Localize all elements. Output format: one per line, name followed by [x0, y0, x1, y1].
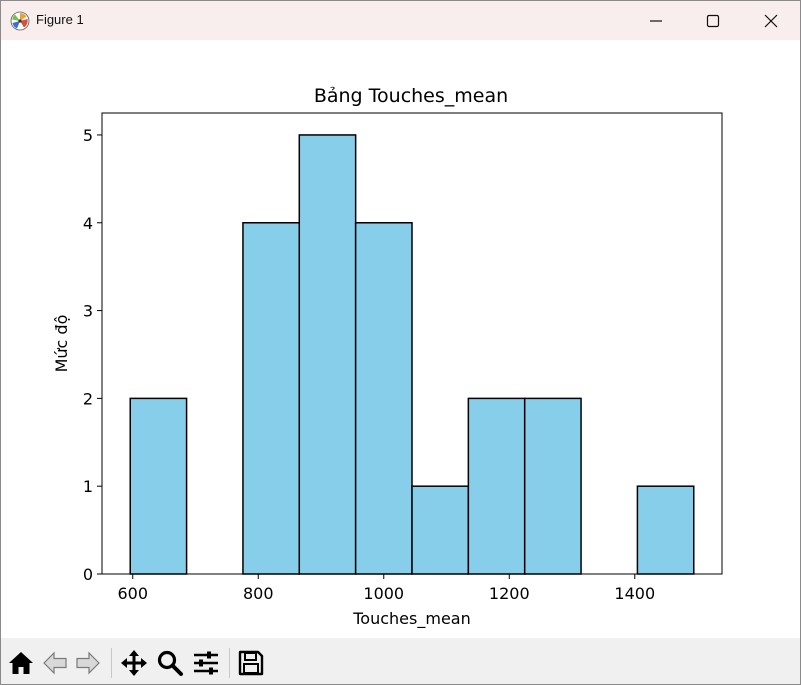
x-tick-label: 1400	[614, 584, 655, 603]
axes-frame	[101, 112, 723, 575]
y-axis-label: Mức độ	[52, 315, 71, 373]
bars-group	[129, 134, 695, 575]
minimize-icon	[650, 20, 662, 22]
y-tick-label: 4	[83, 214, 93, 233]
histogram-bar	[523, 397, 582, 575]
navigation-toolbar	[1, 638, 800, 684]
x-ticks: 600 800 1000 1200 1400	[117, 574, 655, 603]
toolbar-separator	[229, 648, 230, 678]
forward-button[interactable]	[74, 649, 102, 677]
forward-icon	[76, 651, 100, 675]
histogram-bar	[636, 485, 695, 575]
x-tick-label: 1000	[363, 584, 404, 603]
save-button[interactable]	[237, 649, 265, 677]
back-icon	[43, 651, 67, 675]
configure-subplots-button[interactable]	[192, 649, 220, 677]
pan-icon	[121, 650, 147, 676]
x-tick-label: 800	[243, 584, 274, 603]
figure-canvas[interactable]: Bảng Touches_mean 600 800 1000 1200 1400 0 1 2…	[1, 40, 800, 638]
histogram-bar	[242, 222, 301, 575]
toolbar-separator	[111, 648, 112, 678]
histogram-bar	[354, 222, 413, 575]
window-title: Figure 1	[36, 12, 84, 27]
y-tick-label: 0	[83, 565, 93, 584]
maximize-icon	[706, 14, 720, 28]
back-button[interactable]	[41, 649, 69, 677]
matplotlib-logo-icon	[10, 11, 30, 31]
chart-title: Bảng Touches_mean	[314, 85, 508, 107]
histogram-bar	[411, 485, 470, 575]
close-icon	[764, 14, 778, 28]
title-bar[interactable]: Figure 1	[1, 1, 800, 40]
minimize-button[interactable]	[627, 1, 685, 40]
zoom-button[interactable]	[156, 649, 184, 677]
x-tick-label: 600	[117, 584, 148, 603]
y-tick-label: 2	[83, 389, 93, 408]
home-icon	[9, 652, 33, 674]
x-axis-label: Touches_mean	[352, 609, 470, 629]
y-tick-label: 1	[83, 477, 93, 496]
maximize-button[interactable]	[684, 1, 742, 40]
x-tick-label: 1200	[489, 584, 530, 603]
histogram-bar	[298, 134, 357, 575]
home-button[interactable]	[7, 649, 35, 677]
histogram-bar	[467, 397, 526, 575]
save-icon	[238, 650, 264, 676]
zoom-icon	[157, 650, 183, 676]
y-tick-label: 5	[83, 126, 93, 145]
y-tick-label: 3	[83, 302, 93, 321]
close-button[interactable]	[742, 1, 800, 40]
histogram-bar	[129, 397, 188, 575]
pan-button[interactable]	[120, 649, 148, 677]
configure-subplots-icon	[194, 651, 218, 675]
histogram-chart: Bảng Touches_mean 600 800 1000 1200 1400 0 1 2…	[52, 85, 723, 629]
y-ticks: 0 1 2 3 4 5	[83, 126, 102, 584]
